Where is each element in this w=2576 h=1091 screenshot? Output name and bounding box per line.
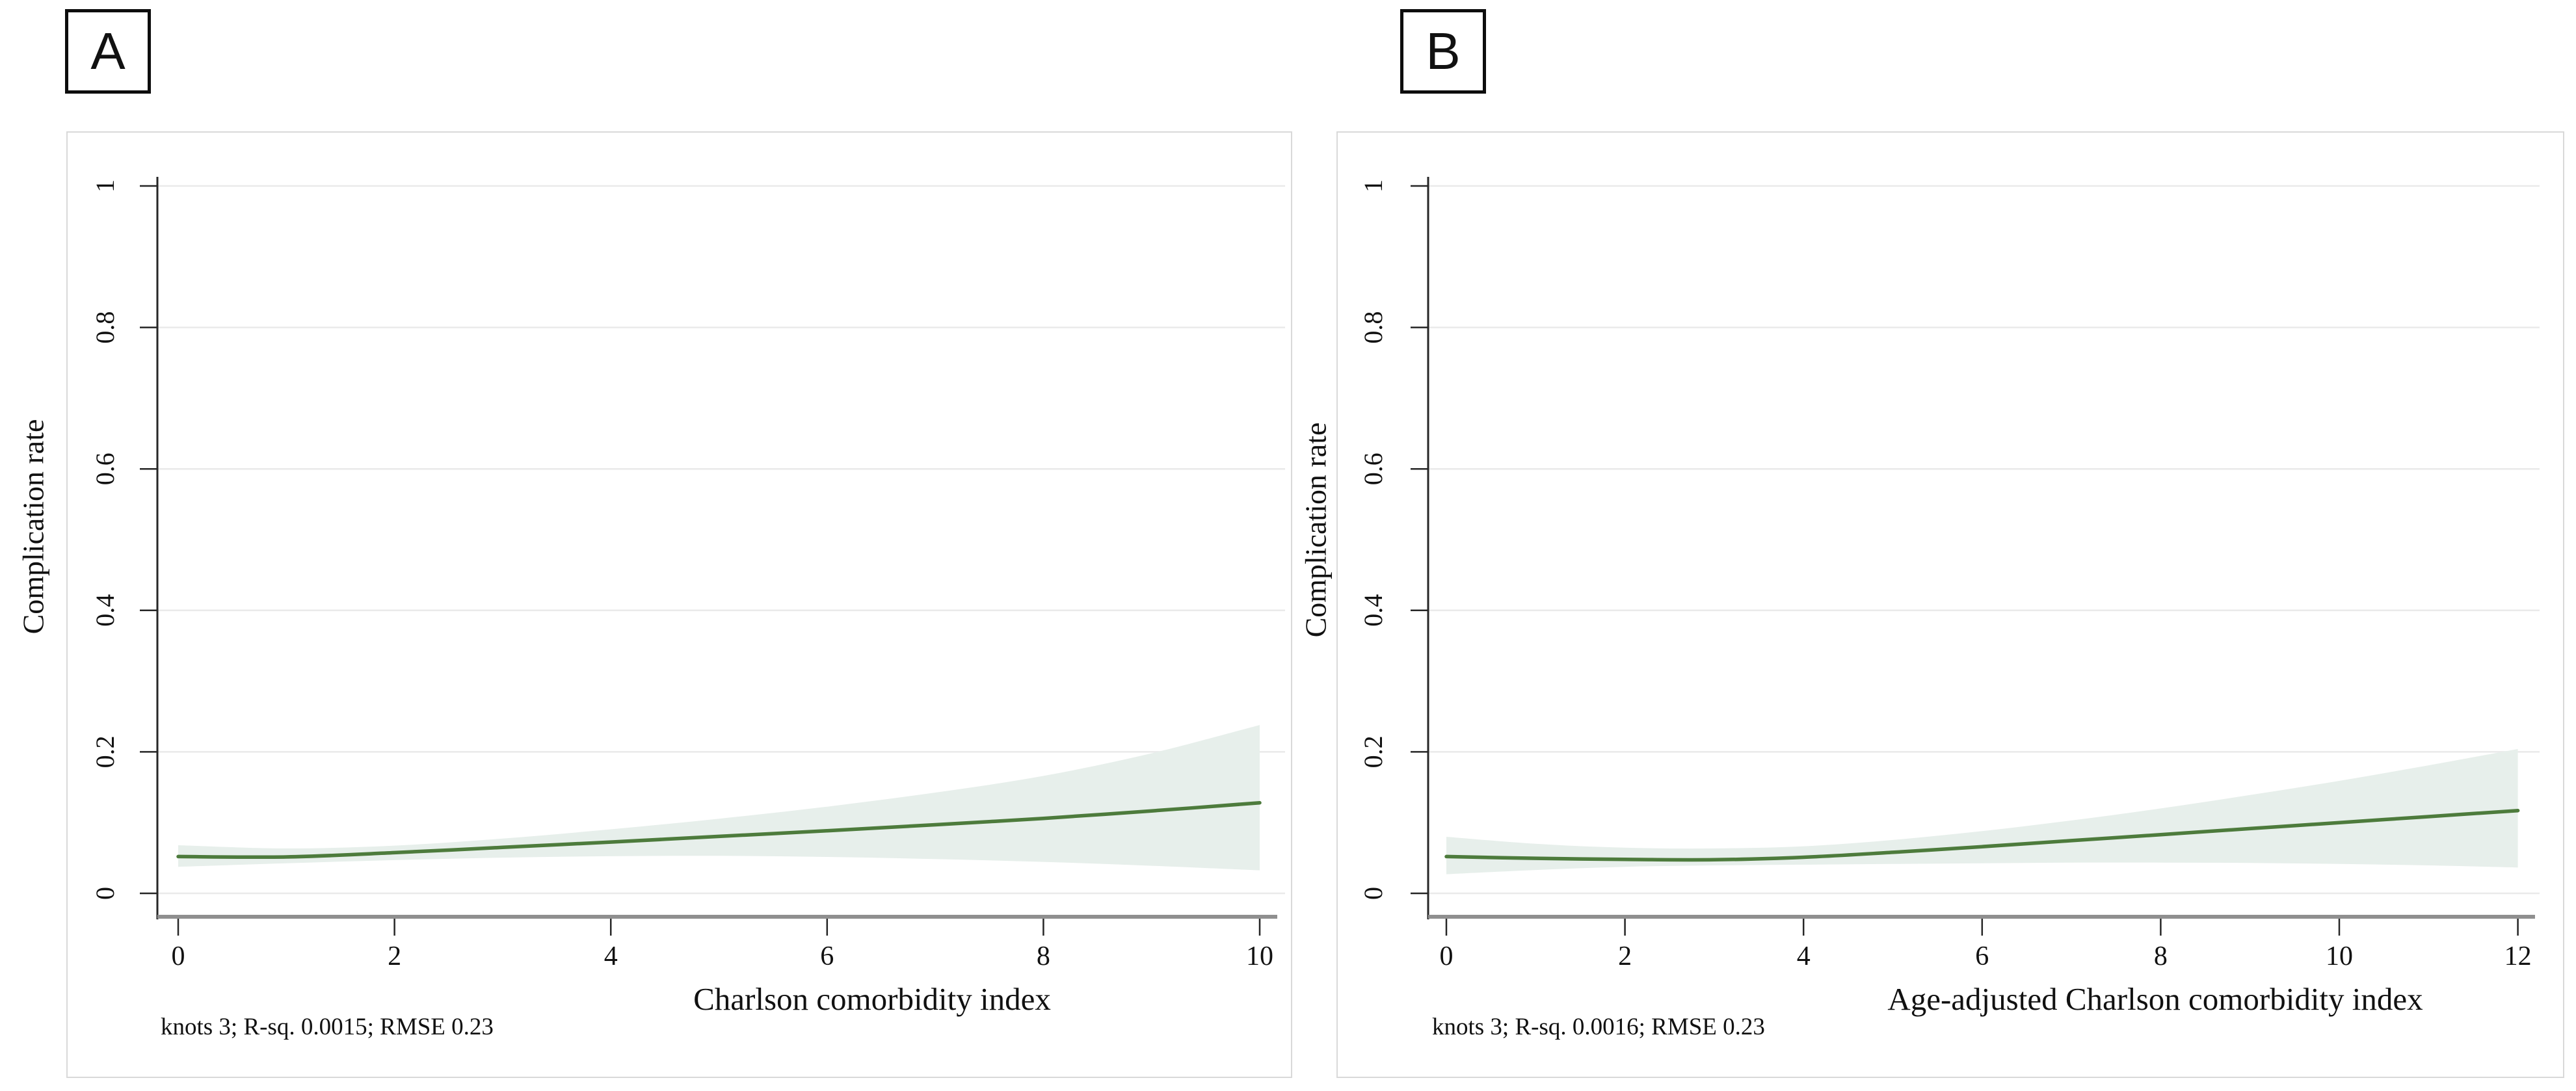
x-tick-label: 4 bbox=[1797, 941, 1811, 971]
y-tick-label: 0 bbox=[1359, 887, 1388, 900]
x-tick-label: 0 bbox=[172, 941, 185, 971]
chart-panel-b: 0 0.2 0.4 0.6 0.8 1 0 2 4 6 8 10 12 Age-adjusted Cha… bbox=[1336, 131, 2564, 1078]
confidence-band bbox=[178, 725, 1260, 871]
fit-line bbox=[1444, 808, 2520, 862]
y-tick-label: 1 bbox=[90, 179, 120, 192]
fit-line bbox=[176, 800, 1262, 860]
confidence-band bbox=[1446, 749, 2518, 874]
chart-panel-a: 0 0.2 0.4 0.6 0.8 1 0 2 4 6 8 10 Charlson comorbidi… bbox=[66, 131, 1292, 1078]
panel-b-label: B bbox=[1400, 9, 1486, 94]
x-tick-label: 6 bbox=[1975, 941, 1989, 971]
y-axis: 0 0.2 0.4 0.6 0.8 1 bbox=[1359, 177, 1429, 919]
x-tick-label: 4 bbox=[604, 941, 618, 971]
x-axis: 0 2 4 6 8 10 12 bbox=[1428, 915, 2535, 971]
y-axis-title-b: Complication rate bbox=[1299, 422, 1333, 638]
gridlines bbox=[157, 185, 1285, 895]
y-axis-title-a: Complication rate bbox=[16, 419, 50, 635]
x-axis-title-a: Charlson comorbidity index bbox=[693, 981, 1051, 1017]
panel-a-label: A bbox=[65, 9, 151, 94]
gridlines bbox=[1428, 185, 2540, 895]
y-tick-label: 0.2 bbox=[90, 735, 120, 768]
x-tick-label: 0 bbox=[1440, 941, 1454, 971]
x-axis: 0 2 4 6 8 10 bbox=[157, 915, 1277, 971]
model-note-b: knots 3; R-sq. 0.0016; RMSE 0.23 bbox=[1432, 1014, 1765, 1040]
y-tick-label: 0.6 bbox=[90, 453, 120, 485]
x-tick-label: 2 bbox=[388, 941, 401, 971]
x-tick-label: 8 bbox=[2154, 941, 2168, 971]
x-axis-title-b: Age-adjusted Charlson comorbidity index bbox=[1887, 981, 2423, 1017]
y-tick-label: 0.6 bbox=[1359, 453, 1388, 485]
y-tick-label: 0.4 bbox=[90, 594, 120, 627]
y-tick-label: 0.8 bbox=[90, 311, 120, 344]
y-tick-label: 1 bbox=[1359, 179, 1388, 192]
y-tick-label: 0.2 bbox=[1359, 735, 1388, 768]
y-tick-label: 0.4 bbox=[1359, 594, 1388, 627]
spline-plot-a: 00.20.40.60.810 2 4 6 8 10 bbox=[90, 177, 1285, 971]
y-axis: 0 0.2 0.4 0.6 0.8 1 bbox=[90, 177, 159, 919]
x-tick-label: 6 bbox=[820, 941, 834, 971]
x-tick-label: 12 bbox=[2504, 941, 2532, 971]
x-tick-label: 10 bbox=[2326, 941, 2353, 971]
y-tick-label: 0.8 bbox=[1359, 311, 1388, 344]
x-tick-label: 8 bbox=[1037, 941, 1050, 971]
x-tick-label: 10 bbox=[1246, 941, 1273, 971]
spline-plot-b: 00.20.40.60.810 2 4 6 8 10 12 bbox=[1359, 177, 2540, 971]
model-note-a: knots 3; R-sq. 0.0015; RMSE 0.23 bbox=[161, 1014, 494, 1040]
x-tick-label: 2 bbox=[1618, 941, 1632, 971]
y-tick-label: 0 bbox=[90, 887, 120, 900]
